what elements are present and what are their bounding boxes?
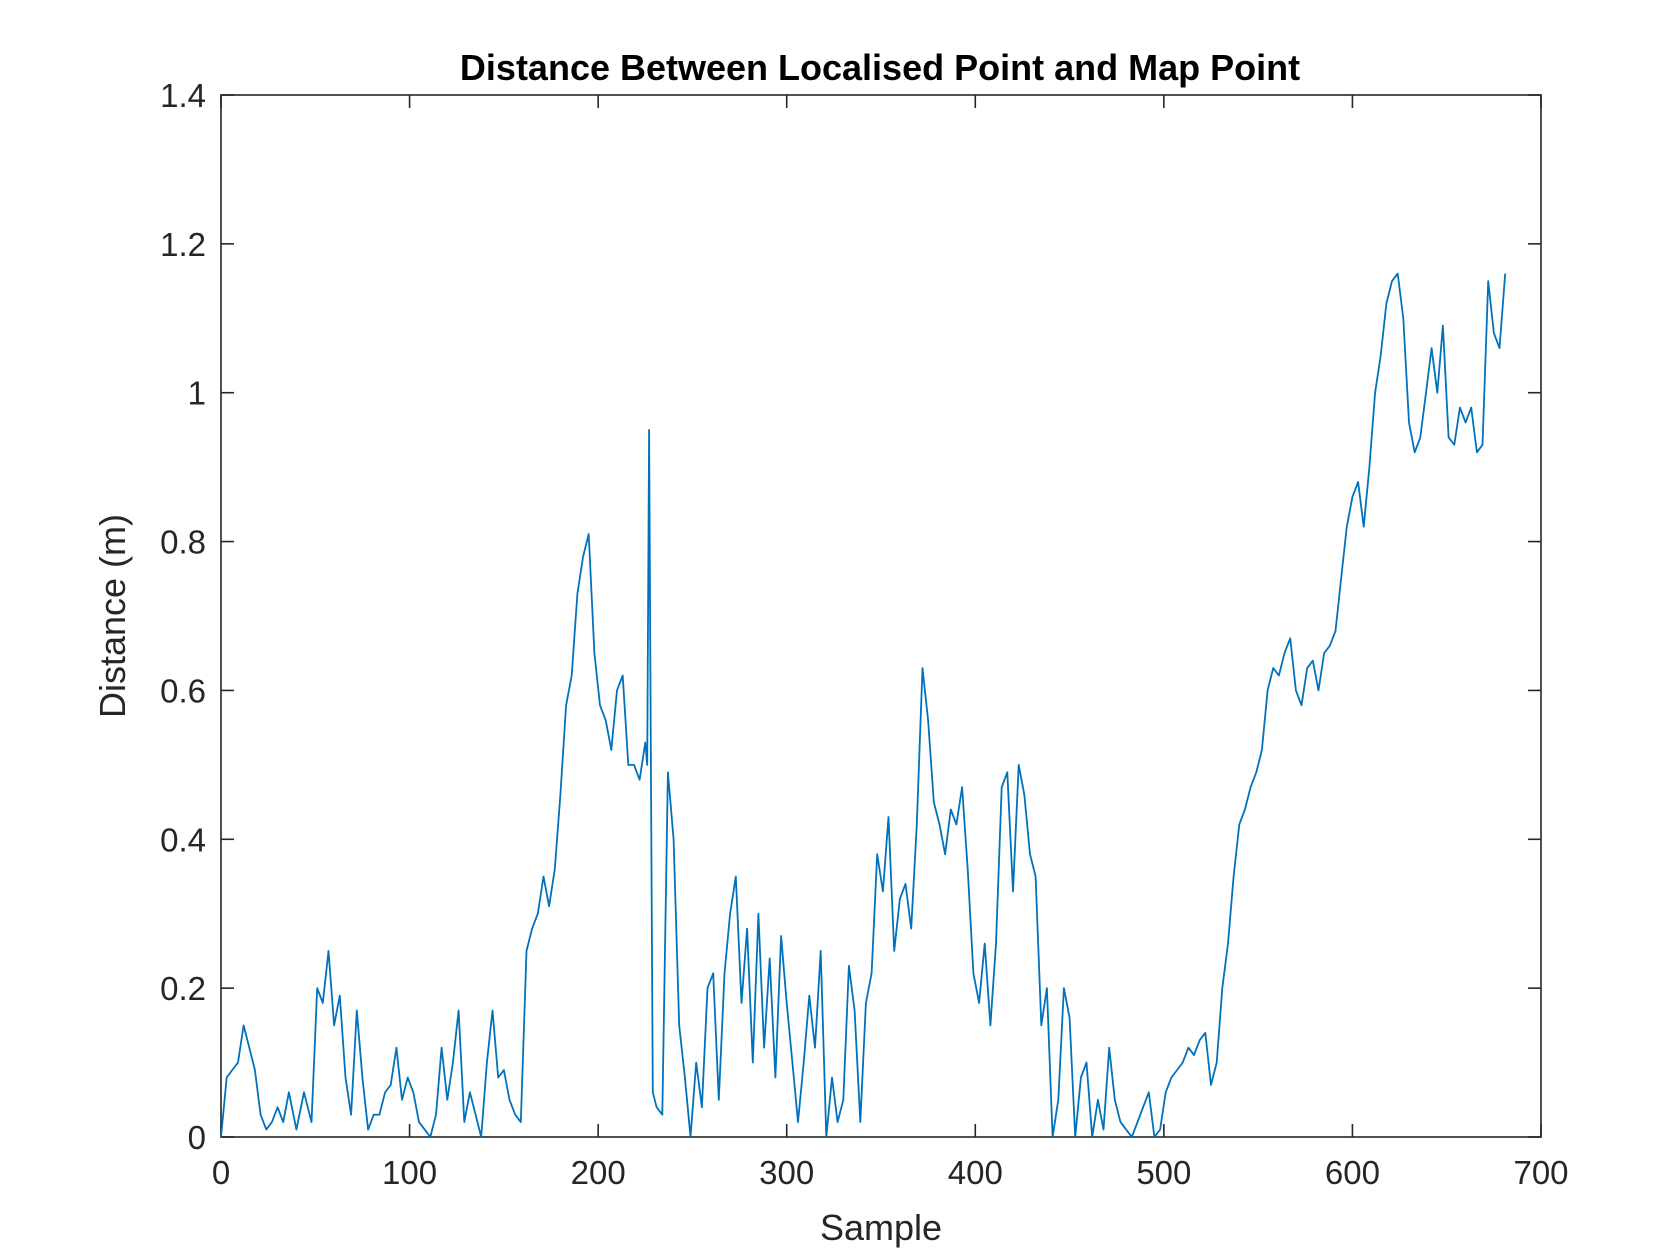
axes-frame (221, 95, 1541, 1137)
series-group (221, 274, 1505, 1137)
x-axis-tick-labels: 0 100 200 300 400 500 600 700 (212, 1154, 1569, 1191)
y-tick-label-2: 0.4 (160, 821, 206, 858)
x-tick-label-0: 0 (212, 1154, 230, 1191)
y-tick-label-7: 1.4 (160, 77, 206, 114)
y-tick-label-5: 1 (188, 375, 206, 412)
plot-area: 0 100 200 300 400 500 600 700 0 0.2 0.4 0.6 0.8 1 1.2… (160, 77, 1568, 1191)
y-tick-label-0: 0 (188, 1119, 206, 1156)
y-tick-label-3: 0.6 (160, 672, 206, 709)
y-tick-label-1: 0.2 (160, 970, 206, 1007)
x-tick-label-3: 300 (759, 1154, 814, 1191)
y-axis-label: Distance (m) (92, 514, 133, 718)
y-tick-label-4: 0.8 (160, 524, 206, 561)
x-axis-ticks (221, 95, 1541, 1137)
x-tick-label-4: 400 (948, 1154, 1003, 1191)
x-tick-label-5: 500 (1136, 1154, 1191, 1191)
y-axis-tick-labels: 0 0.2 0.4 0.6 0.8 1 1.2 1.4 (160, 77, 206, 1156)
chart-title: Distance Between Localised Point and Map… (460, 47, 1300, 88)
x-tick-label-7: 700 (1513, 1154, 1568, 1191)
x-tick-label-2: 200 (571, 1154, 626, 1191)
x-tick-label-1: 100 (382, 1154, 437, 1191)
x-axis-label: Sample (820, 1207, 942, 1248)
y-tick-label-6: 1.2 (160, 226, 206, 263)
y-axis-ticks (221, 95, 1541, 1137)
x-tick-label-6: 600 (1325, 1154, 1380, 1191)
series-line-0 (221, 274, 1505, 1137)
